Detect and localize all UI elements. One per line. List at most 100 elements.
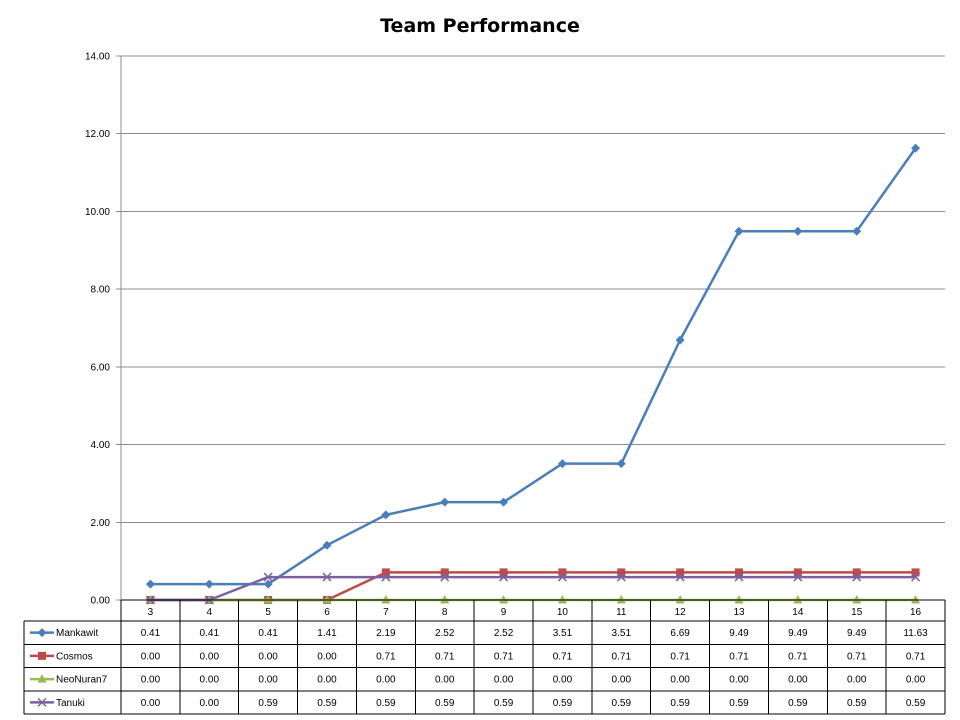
data-cell: 0.59 bbox=[847, 698, 867, 709]
series-label: Tanuki bbox=[56, 698, 85, 709]
data-point bbox=[381, 510, 391, 520]
x-tick-label: 15 bbox=[851, 607, 863, 618]
data-cell: 0.41 bbox=[200, 628, 220, 639]
data-cell: 0.71 bbox=[612, 651, 632, 662]
data-point bbox=[616, 459, 626, 469]
data-cell: 0.00 bbox=[612, 675, 632, 686]
chart-title: Team Performance bbox=[380, 15, 580, 37]
y-tick-label: 0.00 bbox=[91, 596, 111, 607]
data-cell: 0.00 bbox=[141, 651, 161, 662]
data-table: 3 4 5 6 7 8 9 10 11 12 13 14 15 16 Mankawit 0.41 0.41 0.4… bbox=[23, 599, 946, 715]
data-cell: 0.59 bbox=[317, 698, 337, 709]
data-cell: 0.00 bbox=[258, 651, 278, 662]
data-cell: 3.51 bbox=[553, 628, 573, 639]
data-cell: 0.59 bbox=[612, 698, 632, 709]
data-cell: 0.59 bbox=[670, 698, 690, 709]
data-cell: 0.59 bbox=[906, 698, 926, 709]
data-point bbox=[145, 579, 155, 589]
x-tick-label: 11 bbox=[616, 607, 627, 618]
data-cell: 0.00 bbox=[729, 675, 749, 686]
data-point bbox=[204, 579, 214, 589]
data-point bbox=[440, 497, 450, 507]
y-tick-label: 10.00 bbox=[85, 207, 110, 218]
data-cell: 0.00 bbox=[317, 675, 337, 686]
x-tick-label: 8 bbox=[442, 607, 448, 618]
data-point bbox=[675, 572, 685, 582]
data-cell: 0.59 bbox=[494, 698, 514, 709]
data-cell: 0.41 bbox=[141, 628, 161, 639]
series-label: Cosmos bbox=[56, 651, 93, 662]
data-cell: 0.71 bbox=[670, 651, 690, 662]
series-layer bbox=[145, 143, 921, 605]
data-point bbox=[911, 568, 920, 577]
data-cell: 0.00 bbox=[141, 698, 161, 709]
data-cell: 0.00 bbox=[906, 675, 926, 686]
data-cell: 0.00 bbox=[258, 675, 278, 686]
gridlines bbox=[121, 55, 945, 601]
data-cell: 2.19 bbox=[376, 628, 396, 639]
data-cell: 0.59 bbox=[729, 698, 749, 709]
x-tick-label: 5 bbox=[265, 607, 271, 618]
series-cosmos bbox=[146, 568, 920, 604]
y-tick-label: 12.00 bbox=[85, 129, 110, 140]
data-point bbox=[852, 568, 861, 577]
data-point bbox=[616, 572, 626, 582]
x-tick-label: 14 bbox=[792, 607, 804, 618]
data-point bbox=[911, 595, 921, 604]
x-tick-label: 10 bbox=[557, 607, 569, 618]
series-label: Mankawit bbox=[56, 628, 98, 639]
data-point bbox=[793, 568, 802, 577]
data-point bbox=[499, 568, 508, 577]
data-cell: 0.41 bbox=[258, 628, 278, 639]
data-cell: 0.00 bbox=[317, 651, 337, 662]
data-cell: 0.59 bbox=[435, 698, 455, 709]
data-point bbox=[381, 572, 391, 582]
data-point bbox=[263, 572, 273, 582]
data-point bbox=[793, 595, 803, 604]
legend-key-tanuki bbox=[30, 697, 54, 707]
x-tick-label: 12 bbox=[675, 607, 687, 618]
data-point bbox=[381, 595, 391, 604]
data-point bbox=[852, 595, 862, 604]
data-cell: 0.00 bbox=[494, 675, 514, 686]
data-cell: 0.71 bbox=[729, 651, 749, 662]
data-point bbox=[557, 459, 567, 469]
data-point bbox=[322, 540, 332, 550]
data-cell: 3.51 bbox=[612, 628, 632, 639]
data-point bbox=[735, 568, 743, 577]
data-cell: 0.00 bbox=[376, 675, 396, 686]
x-tick-label: 13 bbox=[733, 607, 745, 618]
data-point bbox=[381, 568, 390, 577]
data-point bbox=[557, 595, 567, 604]
data-cell: 0.59 bbox=[553, 698, 573, 709]
data-point bbox=[322, 572, 332, 582]
data-point bbox=[793, 572, 803, 582]
data-point bbox=[616, 595, 626, 604]
data-cell: 0.71 bbox=[847, 651, 867, 662]
data-cell: 1.41 bbox=[317, 628, 337, 639]
data-point bbox=[675, 335, 685, 345]
series-line bbox=[150, 575, 916, 602]
data-cell: 0.71 bbox=[376, 651, 396, 662]
data-cell: 0.00 bbox=[670, 675, 690, 686]
data-point bbox=[263, 579, 273, 589]
x-tick-label: 7 bbox=[383, 607, 389, 618]
data-cell: 9.49 bbox=[788, 628, 808, 639]
data-point bbox=[675, 595, 685, 604]
data-point bbox=[852, 226, 862, 236]
data-cell: 0.71 bbox=[553, 651, 573, 662]
data-cell: 2.52 bbox=[494, 628, 514, 639]
data-cell: 2.52 bbox=[435, 628, 455, 639]
data-point bbox=[793, 226, 803, 236]
data-cell: 0.59 bbox=[258, 698, 278, 709]
series-tanuki bbox=[145, 572, 921, 605]
x-tick-label: 9 bbox=[501, 607, 507, 618]
data-point bbox=[734, 572, 744, 582]
data-cell: 9.49 bbox=[847, 628, 867, 639]
data-point bbox=[499, 572, 509, 582]
data-point bbox=[499, 595, 509, 604]
data-cell: 0.59 bbox=[788, 698, 808, 709]
series-line bbox=[150, 147, 917, 586]
data-cell: 0.00 bbox=[141, 675, 161, 686]
